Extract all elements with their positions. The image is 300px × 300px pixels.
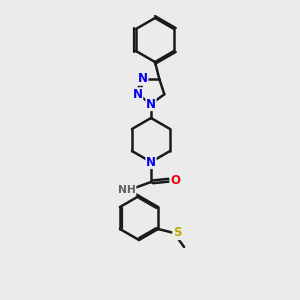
- Text: N: N: [146, 98, 156, 110]
- Text: N: N: [146, 155, 156, 169]
- Text: N: N: [138, 72, 148, 85]
- Text: NH: NH: [118, 185, 136, 195]
- Text: N: N: [133, 88, 143, 101]
- Text: S: S: [173, 226, 181, 239]
- Text: O: O: [170, 173, 180, 187]
